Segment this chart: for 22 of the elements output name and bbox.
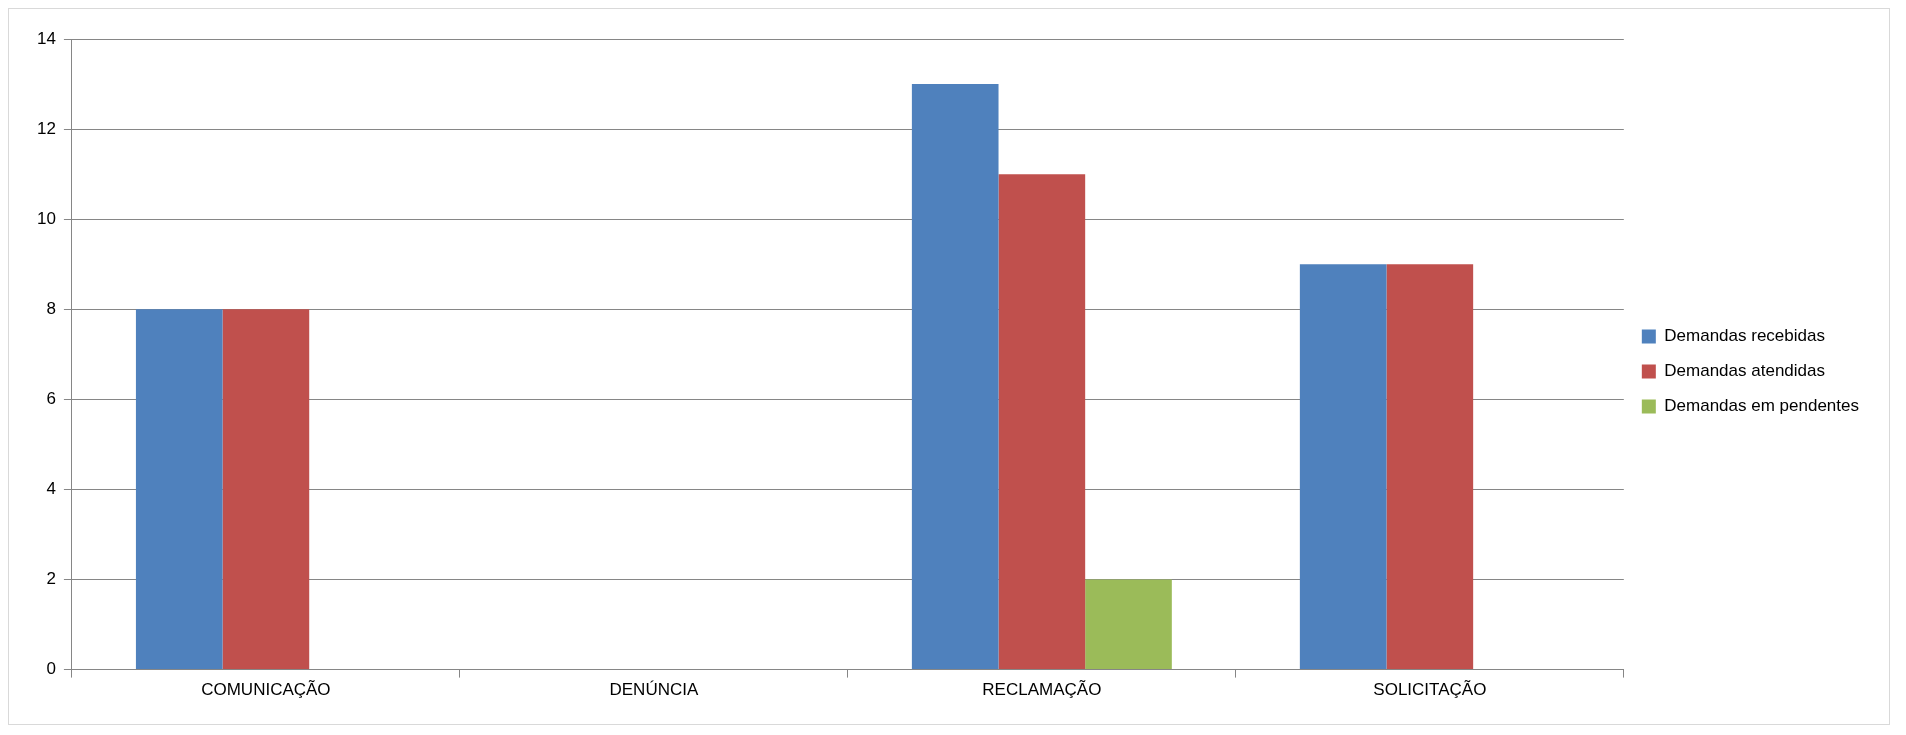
y-tick-label: 8 — [46, 298, 56, 318]
x-tick-label: SOLICITAÇÃO — [1373, 680, 1487, 700]
bar — [911, 84, 999, 670]
bar — [222, 309, 310, 670]
y-tick-label: 10 — [36, 208, 56, 228]
legend-label: Demandas em pendentes — [1664, 396, 1860, 416]
legend-label: Demandas recebidas — [1664, 326, 1825, 346]
y-tick-label: 12 — [36, 118, 56, 138]
x-tick-label: RECLAMAÇÃO — [982, 680, 1102, 700]
y-tick-label: 0 — [46, 659, 56, 679]
y-tick-label: 2 — [46, 569, 56, 589]
legend-label: Demandas atendidas — [1664, 361, 1825, 381]
y-tick-label: 6 — [46, 389, 56, 409]
x-tick-label: COMUNICAÇÃO — [201, 680, 331, 700]
bar — [135, 309, 223, 670]
bar — [1085, 579, 1172, 670]
y-tick-label: 14 — [36, 28, 56, 48]
x-tick-label: DENÚNCIA — [609, 680, 699, 700]
bar — [1386, 264, 1474, 670]
bar — [998, 174, 1086, 670]
bar — [1299, 264, 1387, 670]
y-tick-label: 4 — [46, 479, 56, 499]
